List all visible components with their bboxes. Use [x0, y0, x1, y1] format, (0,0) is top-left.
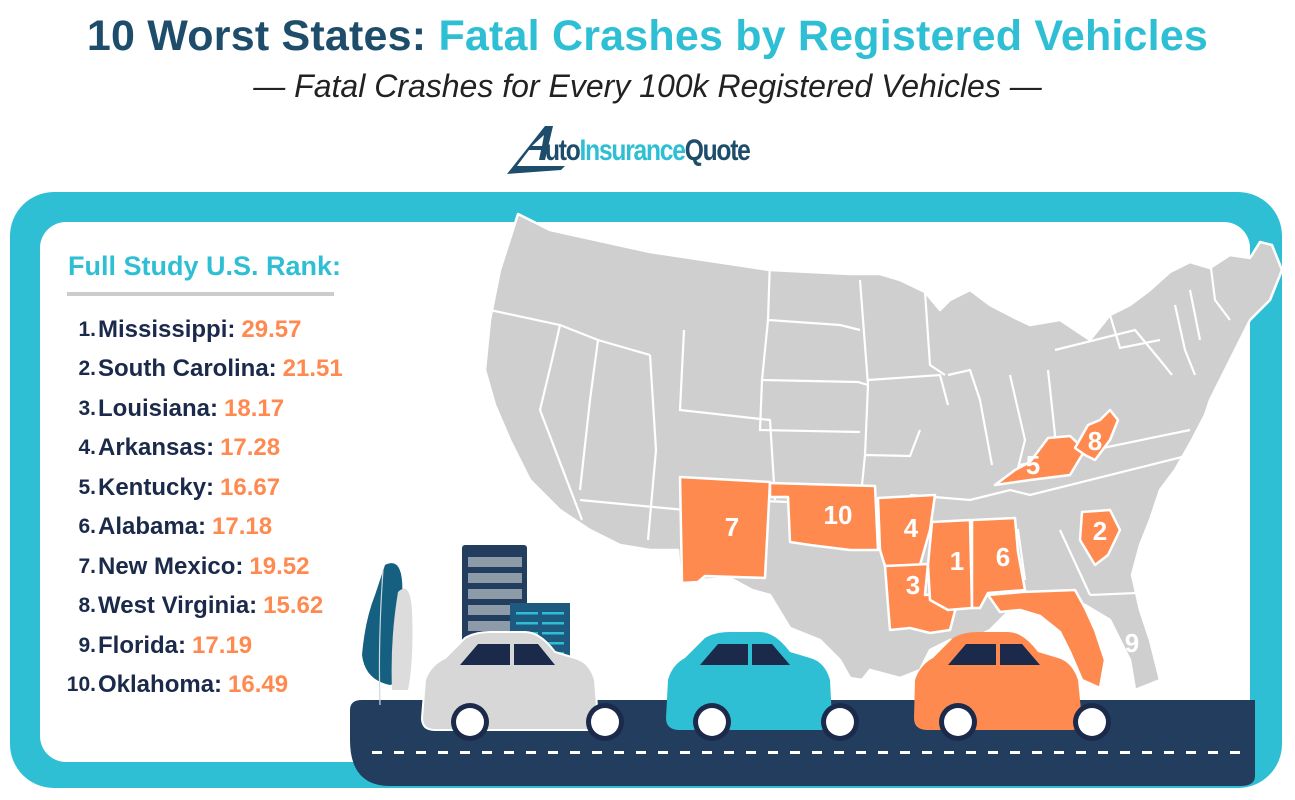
rank-item: 6. Alabama: 17.18 — [56, 508, 343, 548]
page-title: 10 Worst States: Fatal Crashes by Regist… — [0, 12, 1295, 61]
title-part-1: 10 Worst States: — [86, 12, 427, 60]
map-label-kentucky: 5 — [1026, 450, 1040, 480]
rank-item: 1. Mississippi: 29.57 — [56, 310, 343, 350]
map-label-mississippi: 1 — [950, 546, 964, 576]
logo-a-swoosh-icon — [507, 126, 565, 174]
rank-number: 7. — [78, 554, 96, 578]
state-alabama — [970, 516, 1027, 610]
rank-number: 6. — [78, 515, 96, 539]
rank-state: Louisiana: — [98, 394, 219, 422]
rank-value: 16.49 — [228, 671, 289, 699]
rank-item: 10. Oklahoma: 16.49 — [56, 666, 343, 706]
rank-item: 3. Louisiana: 18.17 — [56, 389, 343, 429]
rank-state: Arkansas: — [98, 434, 215, 462]
car-orange-icon — [914, 632, 1111, 741]
title-part-2: Fatal Crashes by Registered Vehicles — [438, 12, 1209, 60]
map-label-arkansas: 4 — [904, 513, 919, 543]
rank-state: South Carolina: — [98, 355, 277, 383]
car-gray-icon — [420, 631, 624, 741]
rank-number: 10. — [66, 673, 96, 697]
map-label-oklahoma: 10 — [824, 500, 853, 530]
logo-text-quote: Quote — [684, 134, 751, 167]
rank-number: 4. — [78, 436, 96, 460]
rank-item: 9. Florida: 17.19 — [56, 626, 343, 666]
logo-text-auto: uto — [545, 134, 581, 167]
rank-item: 7. New Mexico: 19.52 — [56, 547, 343, 587]
rank-divider — [67, 292, 334, 296]
rank-value: 17.28 — [220, 434, 281, 462]
rank-value: 17.18 — [212, 513, 273, 541]
us-map: 7 10 4 3 1 6 9 2 5 8 — [483, 212, 1284, 692]
street-scene-illustration — [350, 545, 1255, 786]
map-label-florida: 9 — [1125, 628, 1139, 658]
rank-item: 4. Arkansas: 17.28 — [56, 429, 343, 469]
rank-value: 19.52 — [249, 552, 310, 580]
page-subtitle: — Fatal Crashes for Every 100k Registere… — [253, 68, 1042, 104]
rank-state: New Mexico: — [98, 552, 244, 580]
rank-number: 8. — [78, 594, 96, 618]
rank-item: 2. South Carolina: 21.51 — [56, 350, 343, 390]
state-louisiana — [883, 562, 962, 635]
map-label-new-mexico: 7 — [725, 512, 739, 542]
rank-state: Oklahoma: — [98, 671, 223, 699]
rank-state: Florida: — [98, 631, 186, 659]
rank-value: 18.17 — [224, 394, 285, 422]
state-oklahoma — [768, 481, 880, 552]
map-label-west-virginia: 8 — [1088, 426, 1102, 456]
rank-number: 1. — [78, 317, 96, 341]
state-south-carolina — [1078, 508, 1122, 567]
rank-list: 1. Mississippi: 29.57 2. South Carolina: 21.… — [56, 310, 343, 705]
rank-value: 21.51 — [282, 355, 343, 383]
state-florida — [986, 588, 1107, 690]
rank-number: 2. — [78, 357, 96, 381]
state-mississippi — [926, 518, 974, 612]
logo-text-insurance: Insurance — [579, 134, 686, 167]
rank-number: 3. — [78, 396, 96, 420]
rank-state: Alabama: — [98, 513, 207, 541]
rank-state: Kentucky: — [98, 473, 215, 501]
rank-item: 8. West Virginia: 15.62 — [56, 587, 343, 627]
map-label-alabama: 6 — [996, 542, 1010, 572]
rank-number: 9. — [78, 633, 96, 657]
highlighted-states — [678, 408, 1122, 690]
logo-text: utoInsuranceQuote — [545, 134, 751, 168]
rank-state: West Virginia: — [98, 592, 258, 620]
state-borders — [489, 259, 1231, 597]
rank-number: 5. — [78, 475, 96, 499]
rank-value: 29.57 — [241, 315, 302, 343]
state-west-virginia — [1073, 408, 1120, 462]
rank-value: 15.62 — [263, 592, 324, 620]
rank-heading: Full Study U.S. Rank: — [68, 251, 342, 281]
rank-state: Mississippi: — [98, 315, 236, 343]
rank-value: 17.19 — [192, 631, 253, 659]
tree-light-icon — [391, 588, 413, 690]
brand-logo: utoInsuranceQuote — [505, 120, 795, 176]
map-rank-labels: 7 10 4 3 1 6 9 2 5 8 — [725, 426, 1139, 658]
state-kentucky — [993, 434, 1087, 487]
rank-value: 16.67 — [220, 473, 281, 501]
car-teal-icon — [666, 632, 859, 741]
rank-item: 5. Kentucky: 16.67 — [56, 468, 343, 508]
road-dashes-icon — [372, 751, 1240, 754]
map-label-south-carolina: 2 — [1093, 516, 1107, 546]
map-label-louisiana: 3 — [906, 570, 920, 600]
